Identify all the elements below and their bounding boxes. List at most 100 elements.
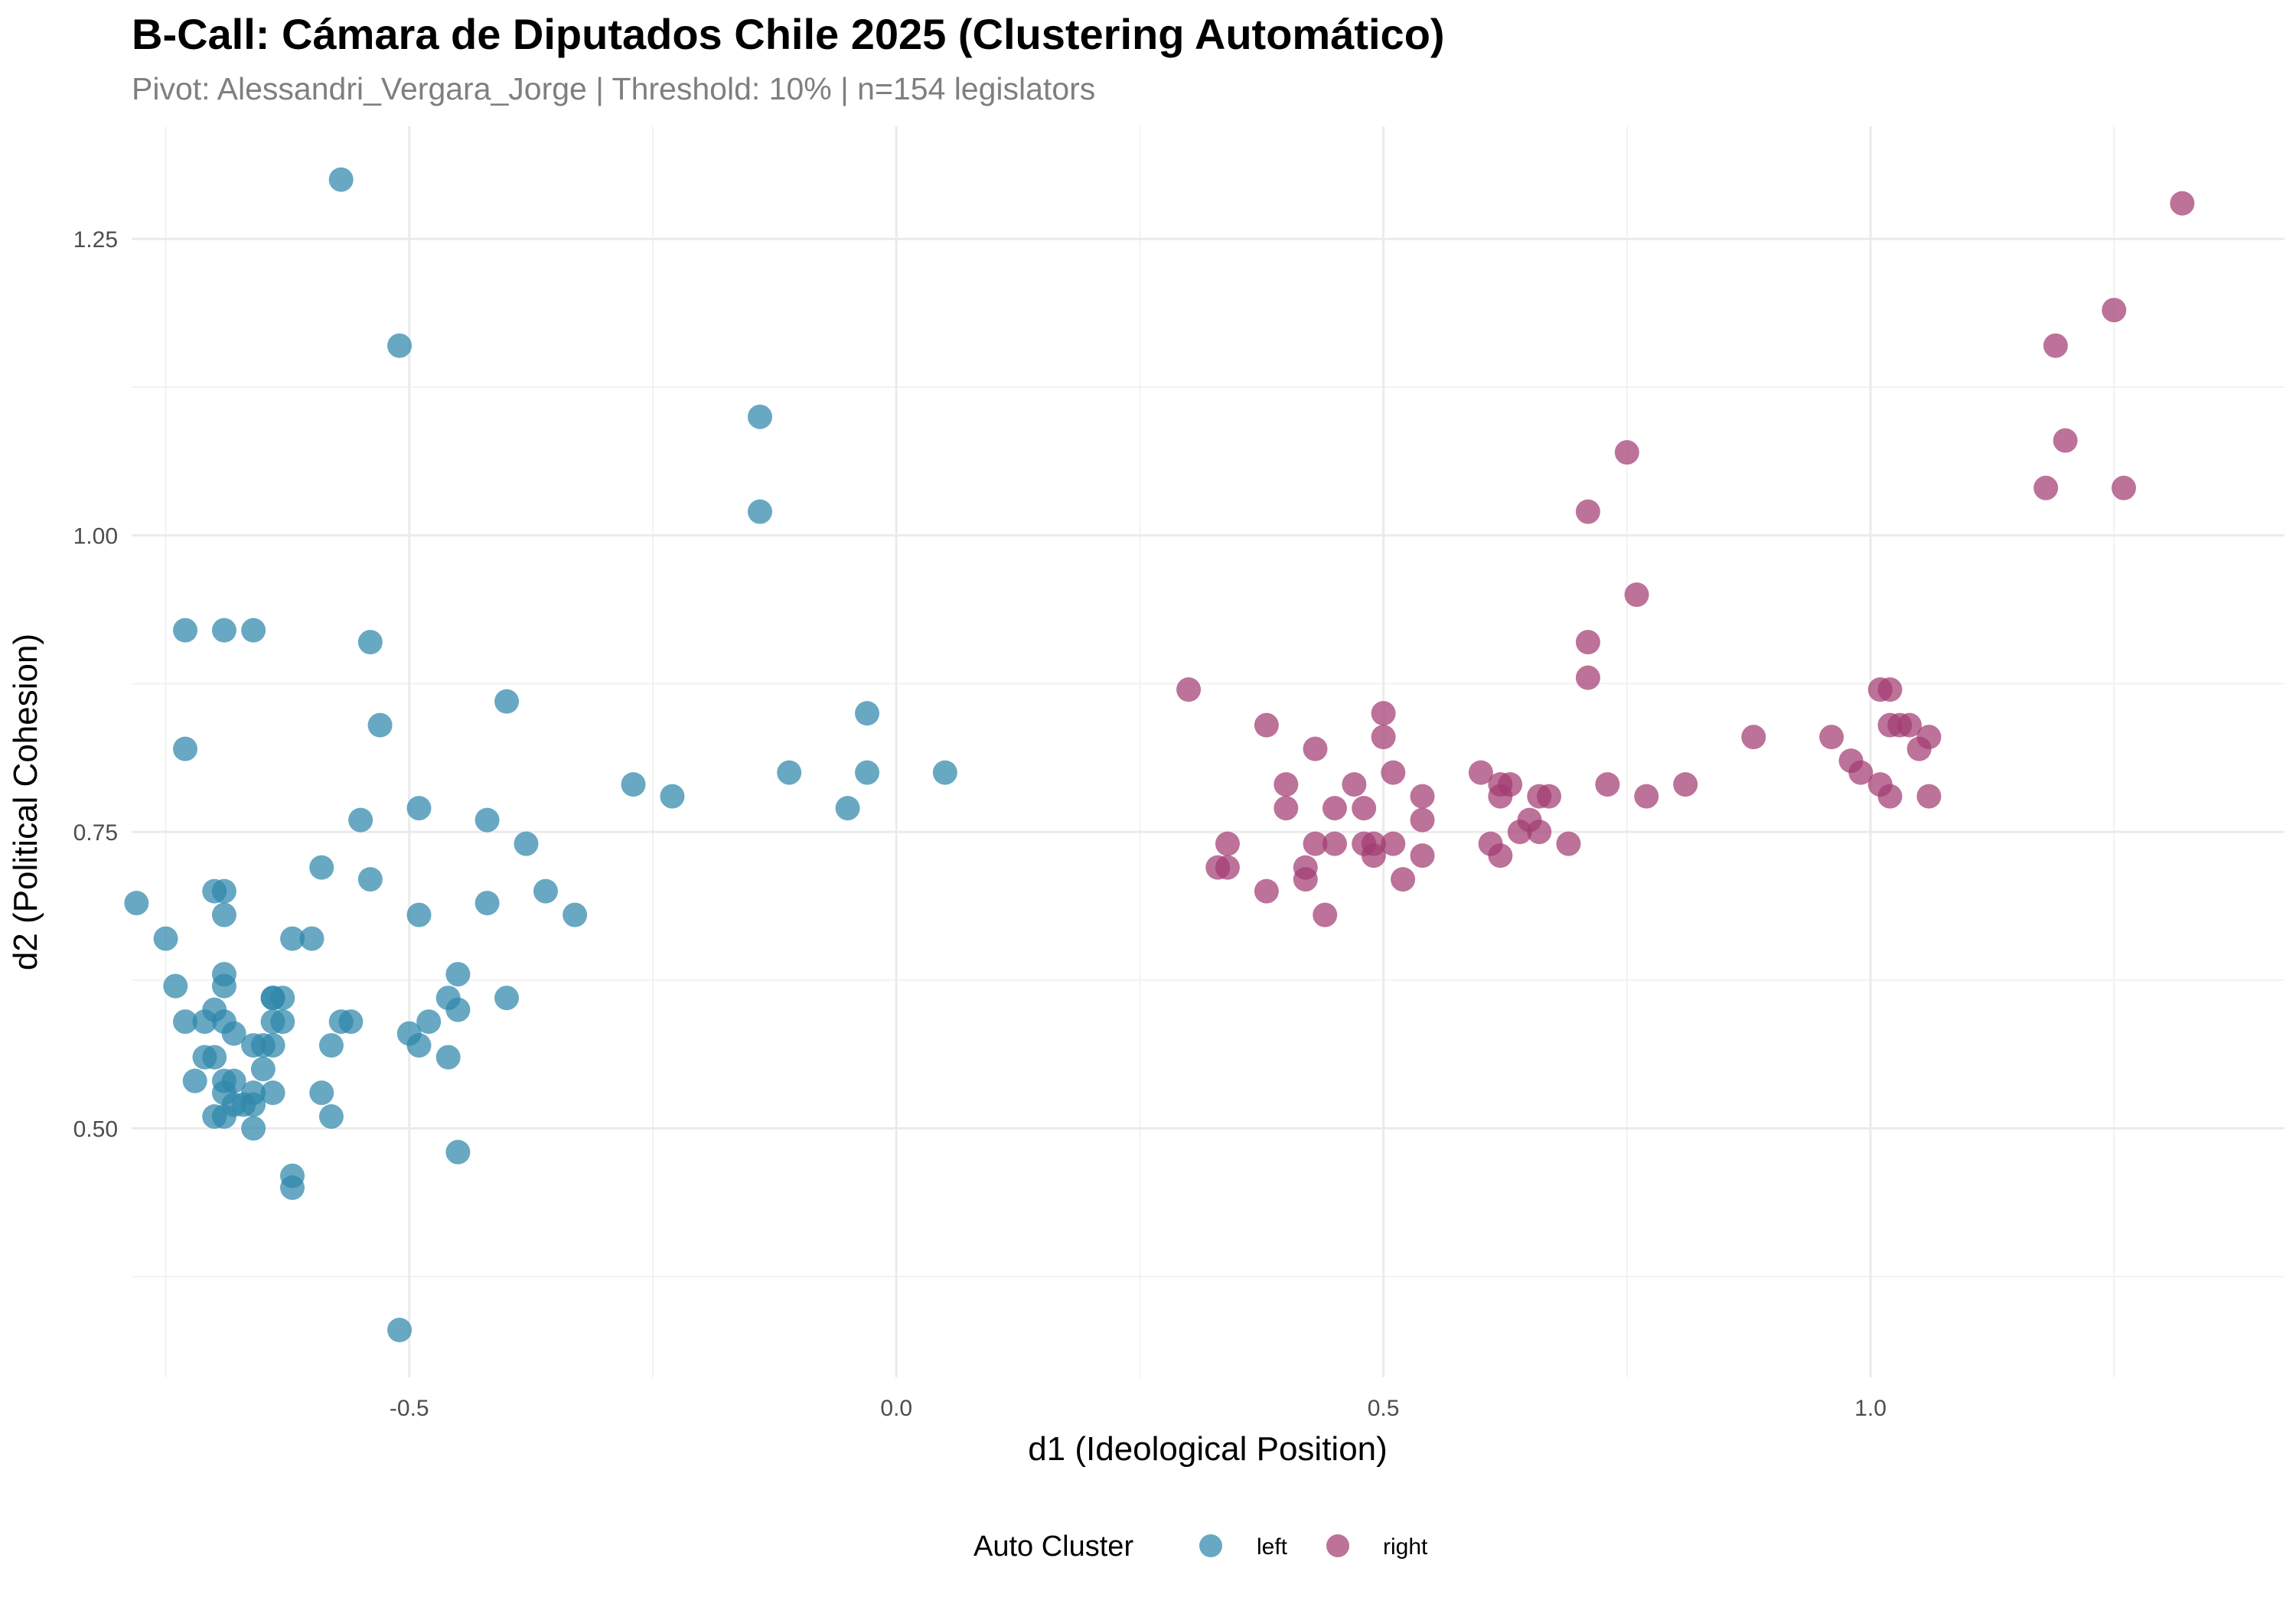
point-right: [1575, 665, 1600, 690]
legend: Auto Cluster left right: [974, 1530, 1428, 1563]
point-left: [406, 1033, 432, 1058]
legend-key-left: [1199, 1534, 1222, 1557]
point-left: [182, 1068, 207, 1094]
point-right: [1176, 677, 1202, 702]
y-tick-label: 1.25: [73, 227, 118, 253]
point-right: [1867, 677, 1893, 702]
axis-ticks: -0.5 0.0 0.5 1.0 0.50 0.75 1.00 1.25: [73, 227, 1887, 1421]
legend-key-right: [1326, 1534, 1349, 1557]
point-left: [338, 1009, 364, 1035]
point-right: [1624, 582, 1649, 608]
point-right: [1293, 867, 1318, 892]
point-left: [202, 1045, 227, 1070]
point-left: [357, 630, 383, 655]
point-right: [1342, 772, 1367, 797]
point-right: [1313, 902, 1338, 927]
point-left: [777, 760, 802, 785]
point-right: [1527, 820, 1552, 845]
point-left: [357, 867, 383, 892]
point-left: [494, 986, 520, 1011]
point-right: [1906, 736, 1932, 761]
point-left: [280, 926, 305, 951]
point-right: [2111, 475, 2136, 500]
point-left: [445, 1139, 471, 1165]
point-left: [163, 973, 188, 999]
point-right: [1488, 843, 1513, 869]
point-left: [367, 712, 393, 738]
point-right: [2170, 191, 2195, 216]
point-right: [1361, 843, 1386, 869]
point-left: [173, 618, 198, 643]
y-tick-label: 0.75: [73, 820, 118, 846]
point-right: [1352, 796, 1377, 821]
point-left: [153, 926, 178, 951]
point-left: [260, 1081, 285, 1106]
point-left: [835, 796, 860, 821]
point-left: [211, 1104, 236, 1129]
point-left: [660, 784, 685, 809]
point-right: [1381, 760, 1406, 785]
point-left: [387, 333, 413, 358]
point-left: [416, 1009, 442, 1035]
point-right: [1322, 831, 1347, 856]
point-left: [387, 1318, 413, 1343]
point-left: [280, 1175, 305, 1201]
point-left: [747, 404, 772, 429]
point-left: [173, 1009, 198, 1035]
point-right: [1741, 725, 1766, 750]
point-left: [855, 701, 880, 726]
point-right: [1848, 760, 1874, 785]
point-left: [318, 1104, 344, 1129]
point-left: [563, 902, 588, 927]
point-right: [1468, 760, 1493, 785]
point-left: [221, 1021, 246, 1046]
point-right: [1634, 784, 1659, 809]
point-right: [2053, 428, 2078, 453]
point-left: [309, 1081, 334, 1106]
point-left: [747, 499, 772, 524]
legend-label-left: left: [1257, 1534, 1288, 1560]
x-tick-label: -0.5: [390, 1396, 429, 1421]
point-right: [1381, 831, 1406, 856]
point-left: [211, 902, 236, 927]
point-right: [1488, 784, 1513, 809]
point-right: [1877, 784, 1903, 809]
point-right: [1536, 784, 1561, 809]
point-right: [1410, 843, 1435, 869]
point-left: [855, 760, 880, 785]
point-right: [1371, 701, 1396, 726]
point-left: [445, 997, 471, 1022]
point-left: [435, 1045, 461, 1070]
point-left: [621, 772, 646, 797]
point-left: [211, 618, 236, 643]
point-left: [494, 689, 520, 714]
point-left: [406, 902, 432, 927]
point-right: [1410, 807, 1435, 833]
point-left: [270, 986, 295, 1011]
point-left: [533, 878, 558, 904]
point-right: [1575, 630, 1600, 655]
point-left: [211, 962, 236, 987]
series-left: [124, 167, 957, 1343]
point-left: [192, 1009, 217, 1035]
y-axis-title: d2 (Political Cohesion): [7, 634, 44, 970]
point-right: [1274, 796, 1299, 821]
point-right: [1595, 772, 1620, 797]
point-right: [1303, 736, 1328, 761]
point-right: [1322, 796, 1347, 821]
legend-title: Auto Cluster: [974, 1530, 1133, 1563]
point-left: [241, 618, 266, 643]
point-left: [328, 167, 354, 192]
point-left: [241, 1033, 266, 1058]
legend-label-right: right: [1383, 1534, 1428, 1560]
point-left: [173, 736, 198, 761]
point-right: [1556, 831, 1581, 856]
point-right: [1371, 725, 1396, 750]
point-left: [202, 878, 227, 904]
point-left: [241, 1092, 266, 1117]
point-right: [1819, 725, 1844, 750]
y-tick-label: 1.00: [73, 524, 118, 549]
point-left: [250, 1057, 276, 1082]
